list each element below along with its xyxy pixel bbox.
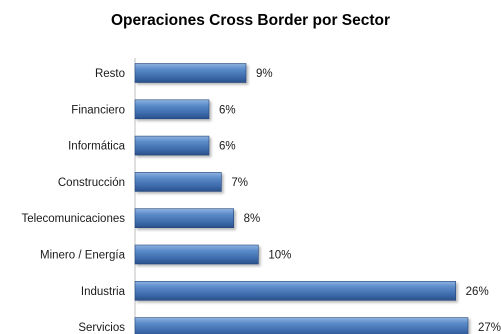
value-label-0: 9% — [256, 68, 273, 80]
category-label-7: Servicios — [78, 322, 125, 334]
bar-0 — [135, 64, 246, 83]
bar-6 — [135, 281, 456, 300]
value-label-1: 6% — [219, 104, 236, 116]
category-label-2: Informática — [68, 141, 125, 153]
category-label-4: Telecomunicaciones — [21, 213, 125, 225]
bar-1 — [135, 100, 209, 119]
category-label-3: Construcción — [58, 177, 125, 189]
category-labels: Resto Financiero Informática Construcción Te… — [21, 68, 125, 334]
bar-7 — [135, 318, 468, 334]
bar-4 — [135, 209, 234, 228]
bar-2 — [135, 136, 209, 155]
value-label-4: 8% — [244, 213, 261, 225]
value-label-3: 7% — [231, 177, 248, 189]
category-label-0: Resto — [95, 68, 125, 80]
category-label-5: Minero / Energía — [40, 250, 126, 262]
category-label-1: Financiero — [71, 104, 125, 116]
value-label-6: 26% — [466, 286, 489, 298]
bar-3 — [135, 172, 221, 191]
value-label-7: 27% — [478, 322, 501, 334]
value-label-2: 6% — [219, 141, 236, 153]
value-label-5: 10% — [268, 250, 291, 262]
chart-title: Operaciones Cross Border por Sector — [111, 12, 390, 29]
bars-group — [135, 64, 468, 334]
bar-5 — [135, 245, 258, 264]
category-label-6: Industria — [81, 286, 126, 298]
